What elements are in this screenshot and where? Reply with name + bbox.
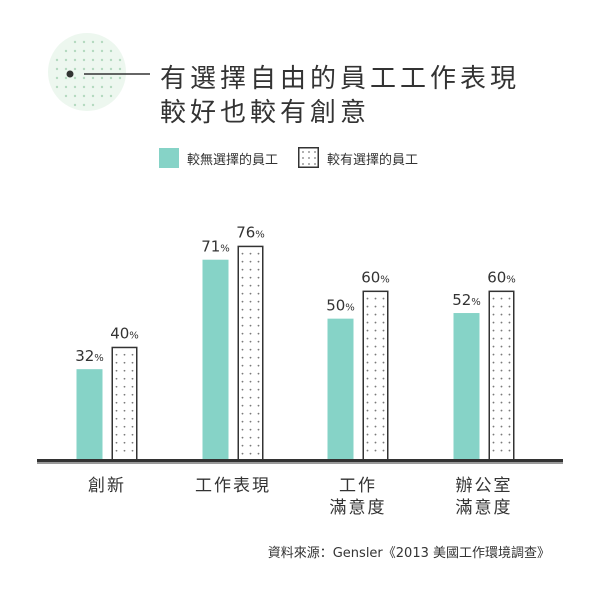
data-label: 60% — [361, 269, 390, 287]
decor-center-dot — [66, 70, 74, 78]
category-label: 工作表現 — [195, 476, 271, 496]
category-label: 滿意度 — [456, 498, 513, 518]
bar-no-choice-0 — [76, 369, 103, 459]
data-label: 32% — [75, 347, 104, 365]
bar-no-choice-3 — [453, 313, 480, 459]
category-label: 創新 — [88, 476, 126, 496]
data-label: 60% — [487, 269, 516, 287]
bar-with-choice-0 — [111, 346, 138, 461]
bar-with-choice-1 — [237, 245, 264, 461]
data-label: 40% — [110, 325, 139, 343]
data-label: 50% — [326, 297, 355, 315]
legend-swatch-solid — [159, 148, 179, 168]
source-note: 資料來源：Gensler《2013 美國工作環境調查》 — [267, 546, 550, 561]
category-label: 滿意度 — [330, 498, 387, 518]
chart-title-line-1: 有選擇自由的員工工作表現 — [160, 64, 521, 94]
legend-label-solid: 較無選擇的員工 — [187, 153, 279, 168]
bar-no-choice-1 — [202, 259, 229, 459]
chart-title-line-2: 較好也較有創意 — [160, 98, 371, 128]
category-label: 辦公室 — [456, 476, 513, 496]
category-label: 工作 — [339, 476, 377, 496]
data-label: 71% — [201, 238, 230, 256]
decor-dot-grid — [55, 40, 122, 107]
bar-with-choice-2 — [362, 290, 389, 461]
legend-label-dotted: 較有選擇的員工 — [327, 153, 419, 168]
data-label: 76% — [236, 224, 265, 242]
bar-no-choice-2 — [327, 318, 354, 459]
bar-with-choice-3 — [488, 290, 515, 461]
data-label: 52% — [452, 291, 481, 309]
legend-swatch-dotted — [298, 147, 319, 168]
